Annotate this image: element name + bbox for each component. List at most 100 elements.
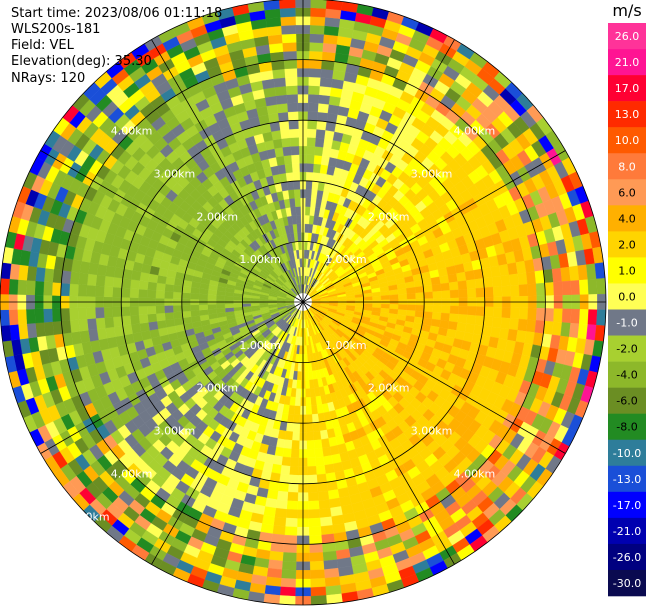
velocity-gate (281, 560, 297, 571)
velocity-gate (284, 430, 293, 441)
velocity-gate (508, 318, 520, 331)
velocity-gate (181, 310, 192, 319)
velocity-gate (510, 284, 520, 297)
velocity-gate (309, 42, 324, 52)
velocity-gate (289, 137, 300, 147)
velocity-gate (130, 270, 142, 281)
velocity-gate (207, 304, 217, 310)
velocity-gate (319, 507, 332, 519)
velocity-gate (283, 543, 297, 554)
velocity-gate (112, 286, 122, 298)
velocity-gate (325, 8, 342, 19)
velocity-gate (305, 206, 311, 216)
velocity-gate (484, 306, 494, 318)
velocity-gate (406, 287, 416, 294)
nrays-label: NRays: 120 (11, 71, 86, 86)
velocity-gate (484, 286, 494, 298)
velocity-gate (224, 303, 234, 309)
velocity-gate (307, 483, 319, 493)
velocity-gate (51, 282, 62, 296)
velocity-gate (309, 543, 323, 554)
velocity-gate (283, 154, 293, 165)
velocity-gate (282, 447, 292, 458)
velocity-gate (306, 163, 315, 173)
velocity-gate (430, 276, 441, 286)
velocity-gate (283, 534, 298, 545)
velocity-gate (304, 354, 308, 364)
velocity-gate (129, 306, 139, 316)
range-label: 4.00km (111, 467, 153, 480)
velocity-gate (138, 280, 149, 290)
range-label: 2.00km (368, 382, 410, 395)
velocity-gate (500, 274, 511, 287)
velocity-gate (322, 550, 338, 562)
velocity-gate (500, 317, 511, 330)
velocity-gate (290, 448, 300, 459)
velocity-gate (293, 405, 301, 415)
velocity-gate (406, 304, 416, 312)
velocity-gate (146, 305, 157, 315)
velocity-gate (466, 279, 476, 290)
velocity-gate (311, 405, 318, 415)
velocity-gate (69, 319, 80, 333)
range-label: 2.00km (197, 210, 239, 223)
velocity-gate (423, 284, 433, 293)
velocity-gate (298, 249, 303, 259)
velocity-gate (288, 474, 299, 485)
velocity-gate (138, 288, 148, 299)
velocity-gate (315, 465, 326, 475)
velocity-gate (518, 284, 529, 297)
velocity-gate (448, 281, 459, 291)
velocity-gate (69, 307, 79, 321)
range-label: 1.00km (239, 339, 281, 352)
velocity-gate (121, 278, 132, 289)
velocity-gate (285, 509, 298, 519)
velocity-gate (207, 294, 217, 300)
velocity-gate (308, 526, 322, 536)
velocity-gate (321, 51, 336, 62)
velocity-gate (308, 509, 321, 519)
range-label: 3.00km (154, 425, 196, 438)
velocity-gate (296, 214, 302, 225)
velocity-gate (307, 102, 319, 113)
velocity-gate (282, 42, 297, 52)
velocity-gate (293, 414, 301, 424)
velocity-gate (467, 288, 477, 298)
velocity-gate (560, 266, 571, 282)
velocity-gate (406, 292, 416, 300)
velocity-gate (51, 308, 62, 322)
velocity-gate (346, 297, 356, 302)
velocity-gate (276, 490, 289, 501)
velocity-gate (292, 171, 300, 182)
velocity-gate (164, 290, 174, 299)
range-label: 1.00km (325, 339, 367, 352)
velocity-gate (277, 111, 289, 122)
velocity-gate (190, 292, 200, 300)
range-label: 4.00km (454, 125, 496, 138)
velocity-gate (25, 280, 36, 296)
velocity-gate (318, 499, 331, 510)
velocity-gate (280, 129, 291, 139)
velocity-gate (309, 33, 325, 44)
velocity-gate (449, 305, 460, 315)
range-label: 1.00km (239, 253, 281, 266)
velocity-gate (95, 285, 105, 297)
velocity-gate (308, 76, 321, 87)
velocity-gate (155, 290, 165, 299)
velocity-gate (77, 284, 88, 297)
velocity-gate (551, 321, 563, 337)
instrument-label: WLS200s-181 (11, 22, 101, 37)
velocity-gate (319, 77, 333, 88)
velocity-gate (309, 24, 325, 35)
range-label: 3.00km (411, 425, 453, 438)
velocity-gate (308, 94, 320, 104)
velocity-gate (270, 51, 285, 62)
velocity-gate (112, 306, 122, 318)
velocity-gate (456, 271, 467, 282)
velocity-gate (560, 322, 571, 338)
velocity-gate (282, 146, 292, 157)
velocity-gate (543, 269, 554, 284)
velocity-gate (325, 585, 342, 596)
velocity-gate (18, 264, 29, 281)
velocity-gate (288, 119, 299, 130)
